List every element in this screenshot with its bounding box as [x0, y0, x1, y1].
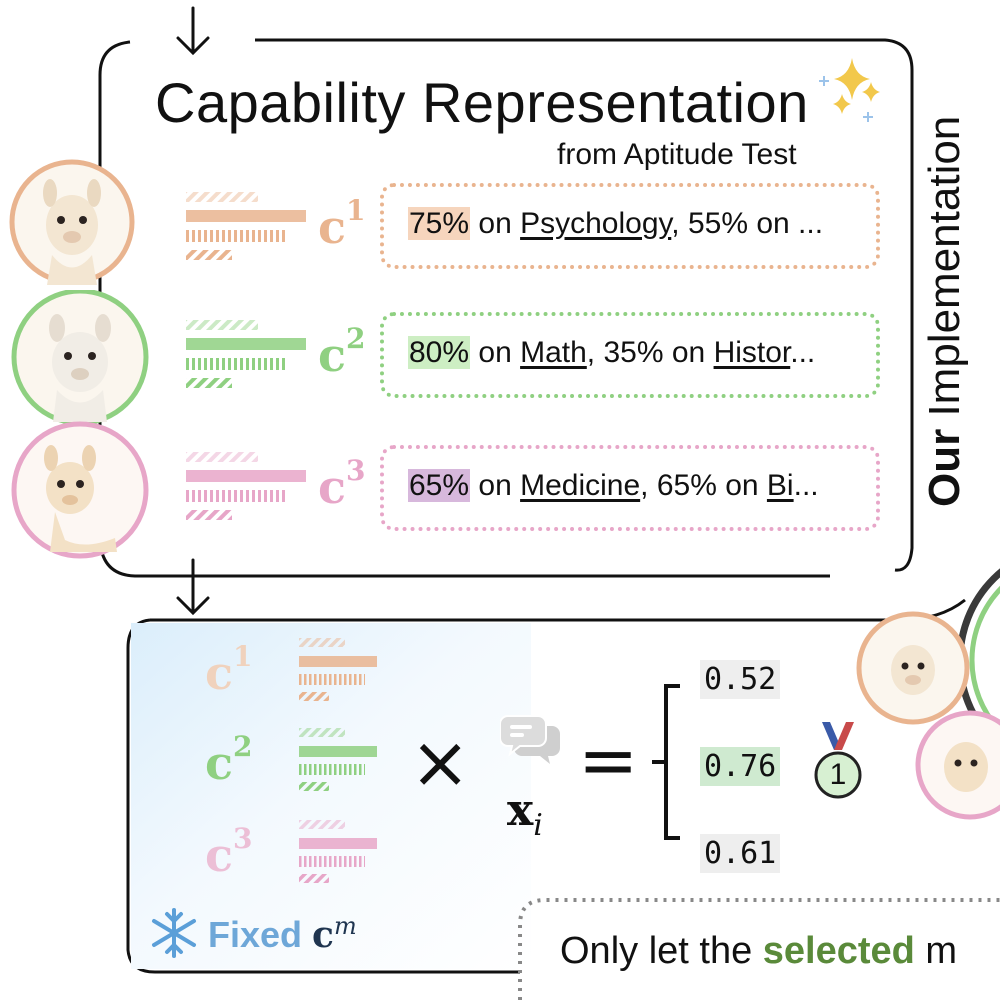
fixed-label: Fixed cm: [208, 912, 357, 956]
capability-score-box: 75% on Psychology, 55% on ...: [380, 183, 880, 269]
score-bracket: [652, 684, 680, 840]
llama-avatar: [915, 710, 1000, 820]
llama-avatar: [9, 159, 135, 285]
llama-avatar: [11, 421, 149, 559]
snowflake-icon: [152, 908, 196, 958]
capability-label: c3: [318, 454, 366, 514]
capability-bars-icon: [299, 638, 377, 701]
capability-score-box: 65% on Medicine, 65% on Bi...: [380, 445, 880, 531]
section-title: Capability Representation: [155, 71, 809, 134]
capability-label: c1: [318, 194, 366, 254]
down-arrow-icon: [176, 558, 210, 616]
llama-avatar: [11, 290, 149, 425]
llama-avatar: [856, 611, 970, 725]
capability-label: c2: [318, 322, 366, 382]
section-subtitle: from Aptitude Test: [557, 138, 797, 171]
subject-link: Bi: [766, 469, 794, 502]
score-percent: 80%: [408, 336, 471, 369]
capability-score-text: 75% on Psychology, 55% on ...: [408, 207, 824, 240]
score-percent: 75%: [408, 207, 471, 240]
score-percent: 65%: [408, 469, 471, 502]
capability-bars-icon: [299, 820, 377, 883]
side-label: Our Implementation: [920, 115, 969, 507]
capability-bars-icon: [186, 320, 306, 388]
multiply-symbol: ×: [410, 720, 471, 804]
capability-bars-icon: [186, 192, 306, 260]
fixed-capability-label: c1: [205, 640, 253, 700]
subject-link: Medicine: [520, 469, 641, 502]
capability-score-box: 80% on Math, 35% on Histor...: [380, 312, 880, 398]
equals-symbol: =: [578, 718, 639, 802]
subject-link: Psychology: [520, 207, 672, 240]
capability-score-text: 80% on Math, 35% on Histor...: [408, 336, 816, 369]
medal-rank: 1: [829, 758, 847, 791]
input-query: xi: [507, 785, 543, 843]
capability-bars-icon: [186, 452, 306, 520]
sparkle-icon: [819, 58, 880, 122]
capability-bars-icon: [299, 728, 377, 791]
chat-bubble-icon: [500, 715, 560, 764]
fixed-capability-label: c2: [205, 730, 253, 790]
subject-link: Histor: [713, 336, 791, 369]
score-value: 0.52: [700, 660, 781, 699]
score-value-selected: 0.76: [700, 747, 781, 786]
subject-link: Math: [520, 336, 587, 369]
fixed-capability-label: c3: [205, 822, 253, 882]
medal-icon: [814, 722, 862, 799]
score-value: 0.61: [700, 834, 781, 873]
selected-caption: Only let the selected m: [560, 930, 958, 972]
capability-score-text: 65% on Medicine, 65% on Bi...: [408, 469, 819, 502]
down-arrow-icon: [176, 6, 210, 56]
